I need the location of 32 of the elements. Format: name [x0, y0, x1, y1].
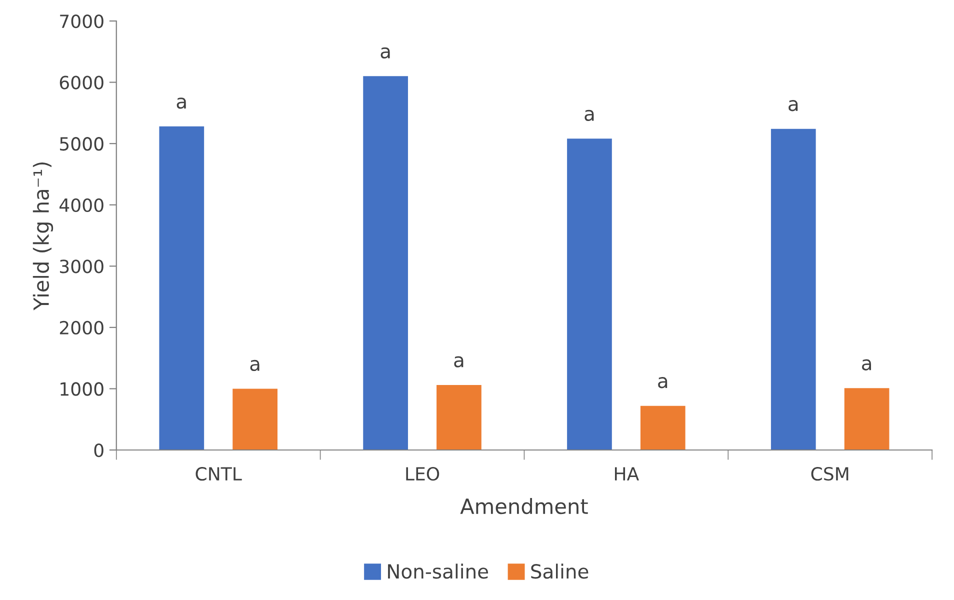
legend-label: Saline [531, 564, 588, 579]
bar [770, 128, 816, 450]
y-tick-label: 7000 [60, 14, 104, 28]
y-tick-label: 5000 [60, 137, 104, 151]
bar [232, 388, 278, 450]
x-tick-label: LEO [406, 466, 440, 481]
x-tick-label: CSM [811, 466, 848, 481]
x-tick-label: CNTL [196, 466, 242, 481]
y-tick-label: 1000 [60, 382, 104, 396]
x-axis-title: Amendment [460, 498, 588, 514]
bar [363, 76, 408, 450]
y-tick-label: 4000 [60, 198, 104, 212]
data-label: a [788, 100, 798, 112]
bar [436, 385, 482, 450]
data-label: a [658, 377, 668, 388]
bar [159, 126, 204, 450]
y-tick-label: 2000 [60, 320, 104, 335]
data-label: a [862, 359, 871, 370]
data-label: a [176, 98, 186, 109]
data-label: a [250, 360, 260, 372]
data-label: a [584, 110, 594, 122]
legend-label: Non-saline [388, 564, 488, 579]
bar [640, 406, 686, 450]
bar [844, 388, 890, 450]
data-label: a [454, 356, 464, 368]
y-tick-label: 6000 [60, 76, 104, 90]
bar [567, 138, 612, 450]
x-tick-label: HA [614, 467, 639, 480]
y-axis-title: Yield (kg ha⁻¹) [32, 162, 54, 310]
y-tick-label: 3000 [60, 260, 104, 274]
data-label: a [380, 47, 390, 58]
y-tick-label: 0 [94, 443, 104, 458]
